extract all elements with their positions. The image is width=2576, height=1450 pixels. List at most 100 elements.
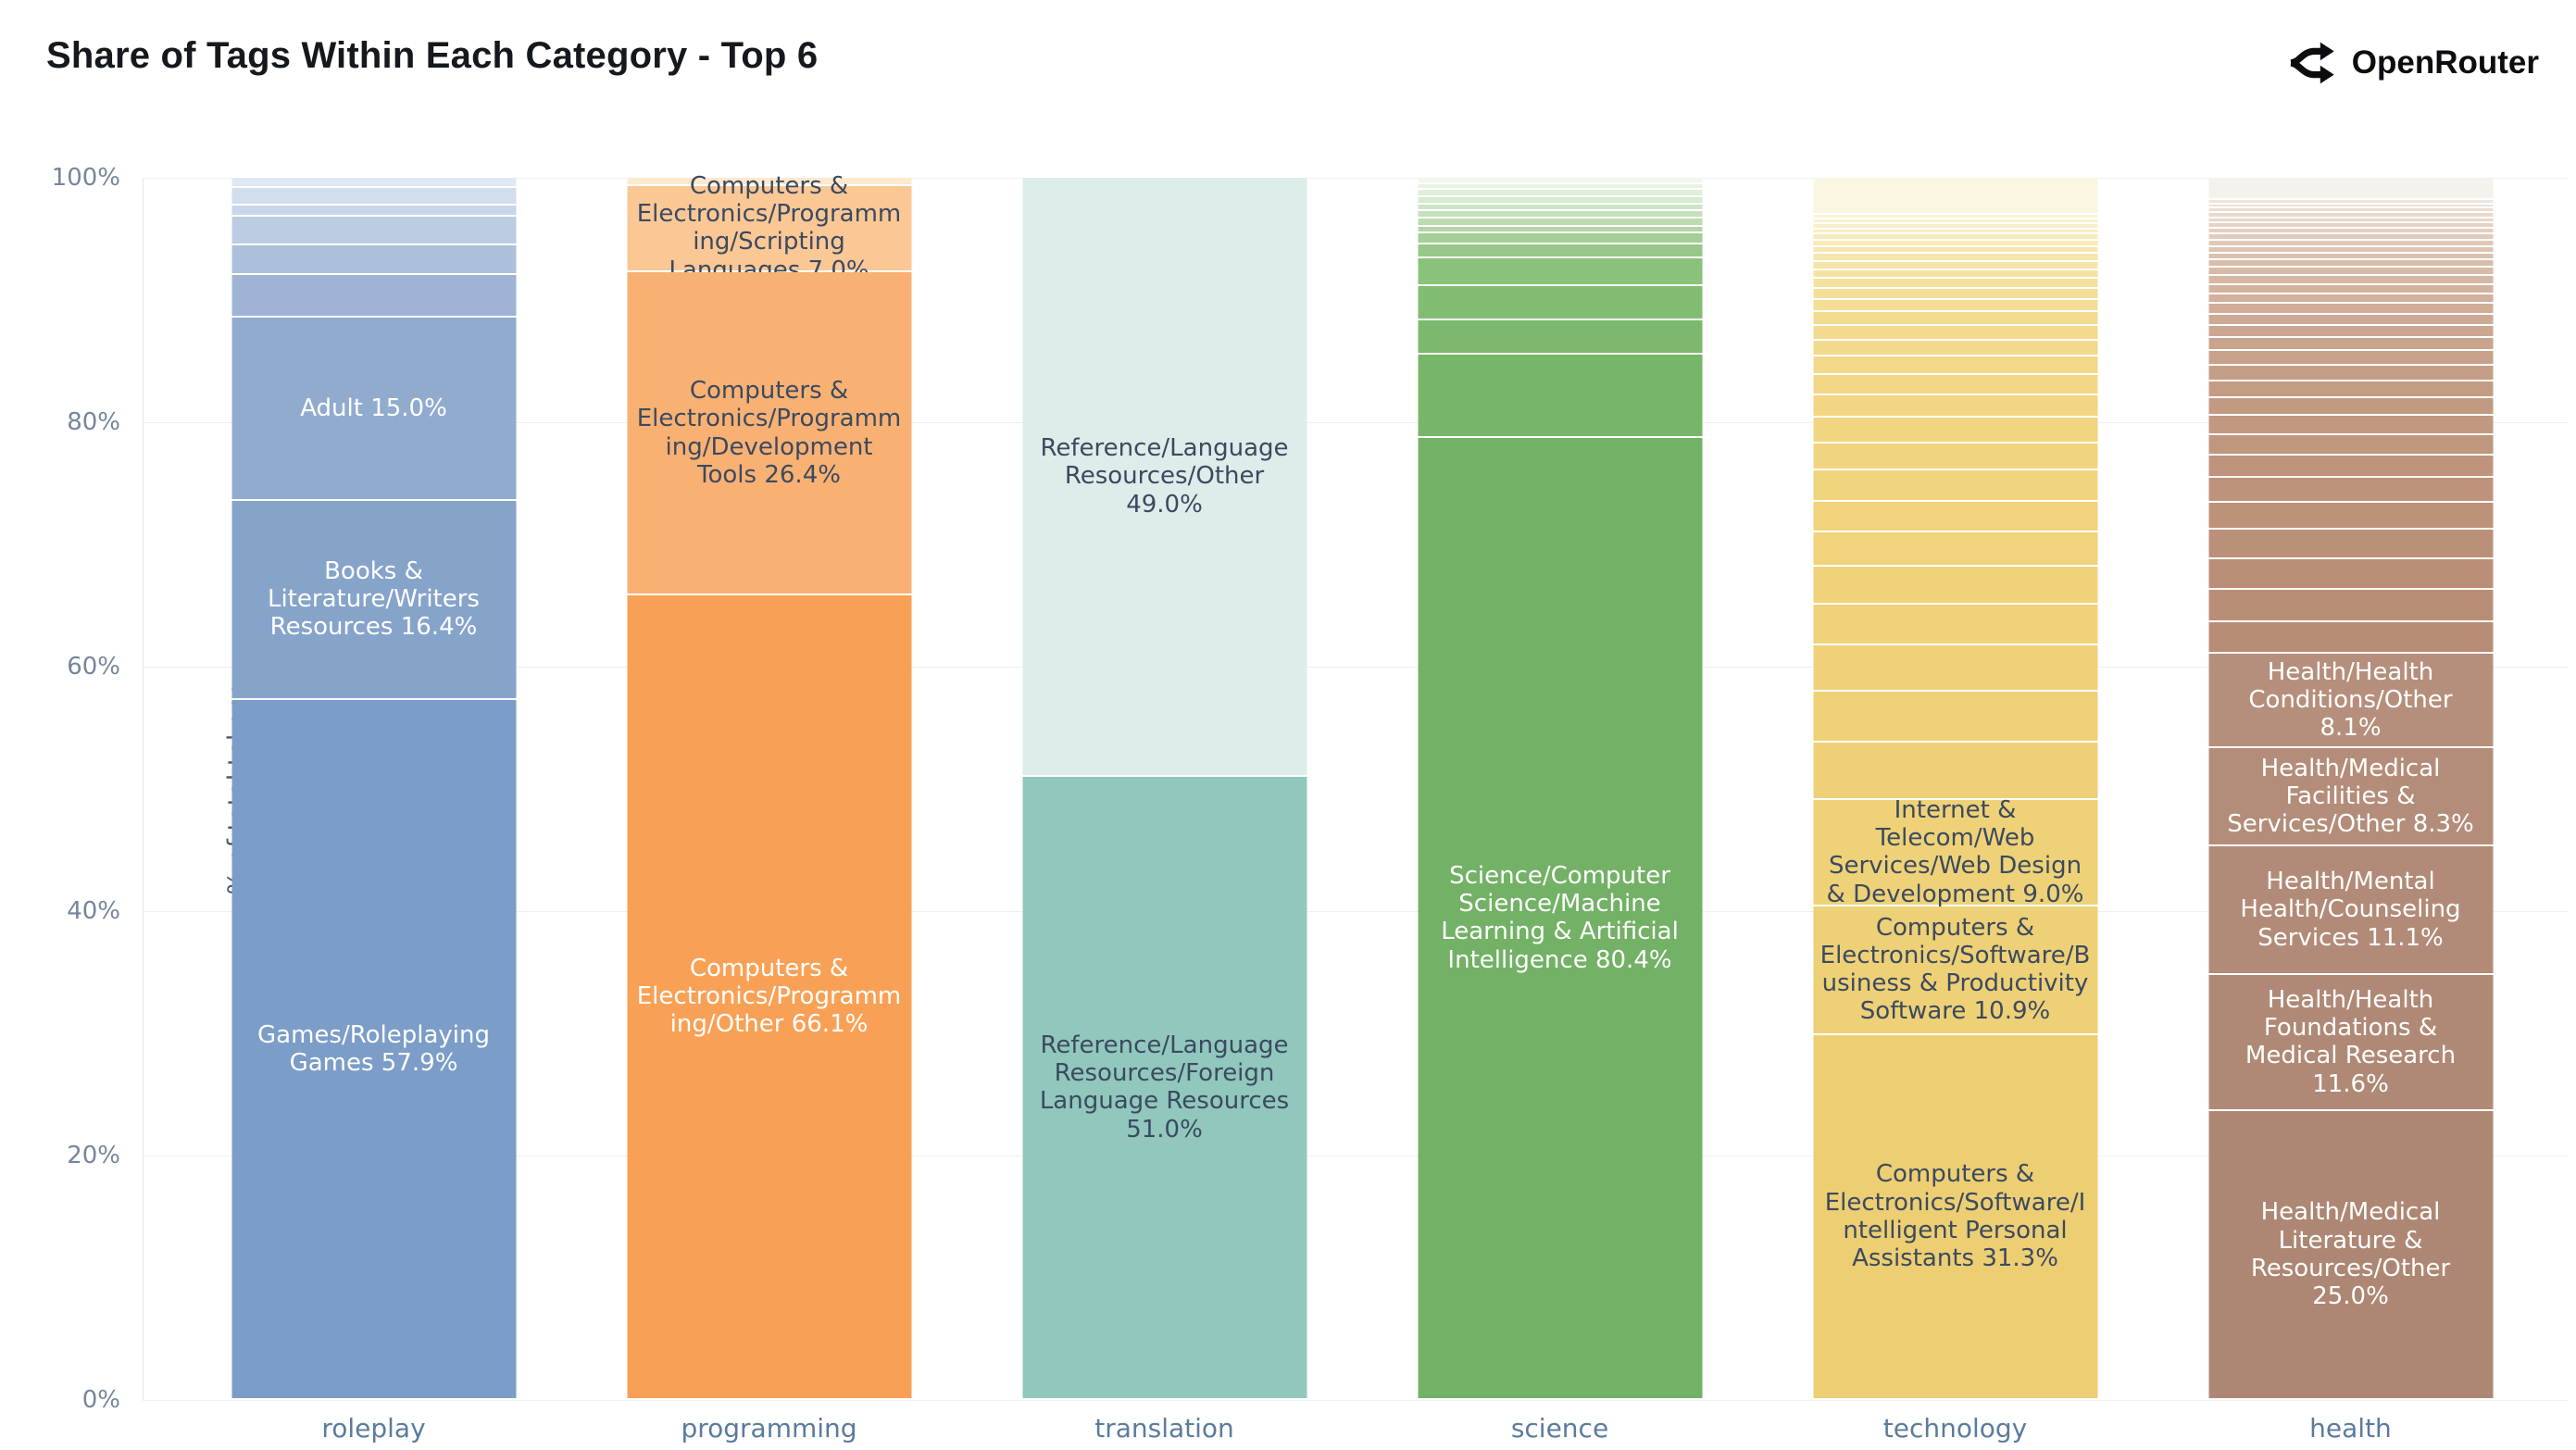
bar-segment <box>1418 184 1702 191</box>
bar-segment <box>2208 530 2493 560</box>
bar-segment <box>1813 531 2097 567</box>
bar-segment <box>2208 276 2493 285</box>
bar-slot-programming: Computers & Electronics/Programming/Scri… <box>571 172 967 1444</box>
bar-segment <box>1813 299 2097 313</box>
gridline-40 <box>143 911 2569 912</box>
bar-segment <box>2208 337 2493 352</box>
bar-segment <box>2208 213 2493 219</box>
bar-segment <box>2208 228 2493 235</box>
page-title: Share of Tags Within Each Category - Top… <box>46 35 819 76</box>
bar-segment <box>1813 356 2097 375</box>
bar-segment: Science/Computer Science/Machine Learnin… <box>1418 437 1702 1400</box>
bar-segment <box>2208 208 2493 214</box>
stacked-bar-health: Health/Health Conditions/Other 8.1% Healt… <box>2208 178 2493 1401</box>
bar-segment <box>2208 314 2493 326</box>
bar-segment <box>2208 478 2493 504</box>
bars-area: Adult 15.0% Books & Literature/Writers Re… <box>176 172 2548 1444</box>
bar-segment <box>2208 416 2493 436</box>
y-tick-label-60: 60% <box>67 653 120 681</box>
bar-segment: Computers & Electronics/Programming/Othe… <box>627 594 911 1401</box>
bar-segment <box>2208 178 2493 201</box>
bar-segment: Computers & Electronics/Software/Intelli… <box>1813 1034 2097 1401</box>
gridline-60 <box>143 667 2569 668</box>
openrouter-logo: OpenRouter <box>2285 37 2539 89</box>
y-tick-label-100: 100% <box>51 164 120 192</box>
bar-segment: Health/Medical Literature & Resources/Ot… <box>2208 1110 2493 1401</box>
bar-segment <box>1418 320 1702 356</box>
bar-segment <box>231 188 516 206</box>
segment-label: Health/Mental Health/Counseling Services… <box>2240 868 2461 952</box>
y-tick-label-0: 0% <box>81 1386 120 1414</box>
segment-label: Computers & Electronics/Software/Busines… <box>1819 913 2091 1026</box>
bar-segment <box>1813 246 2097 255</box>
gridline-0 <box>143 1400 2569 1401</box>
bar-slot-technology: Internet & Telecom/Web Services/Web Desi… <box>1757 178 2153 1444</box>
bar-segment <box>1813 214 2097 219</box>
bar-segment <box>1813 443 2097 471</box>
segment-label: Adult 15.0% <box>300 394 447 422</box>
bar-segment: Health/Mental Health/Counseling Services… <box>2208 845 2493 976</box>
bar-segment <box>2208 234 2493 241</box>
x-category-label-programming: programming <box>681 1413 857 1444</box>
bar-segment: Internet & Telecom/Web Services/Web Desi… <box>1813 796 2097 908</box>
x-category-label-roleplay: roleplay <box>321 1413 426 1444</box>
segment-label: Reference/Language Resources/Foreign Lan… <box>1039 1031 1290 1144</box>
bar-segment <box>2208 559 2493 591</box>
stacked-bar-science: Science/Computer Science/Machine Learnin… <box>1418 178 1702 1400</box>
bar-segment <box>1813 418 2097 444</box>
bar-segment <box>231 275 516 319</box>
bar-segment <box>1813 645 2097 693</box>
segment-label: Science/Computer Science/Machine Learnin… <box>1441 862 1679 974</box>
bar-slot-science: Science/Computer Science/Machine Learnin… <box>1362 178 1757 1444</box>
x-category-label-translation: translation <box>1094 1413 1234 1444</box>
bar-segment <box>1813 261 2097 270</box>
bar-segment <box>1418 204 1702 211</box>
bar-segment <box>1813 240 2097 247</box>
bar-segment <box>2208 260 2493 269</box>
bar-segment: Health/Health Conditions/Other 8.1% <box>2208 653 2493 749</box>
segment-label: Games/Roleplaying Games 57.9% <box>257 1020 490 1078</box>
bar-segment <box>1418 197 1702 205</box>
bar-segment <box>1418 258 1702 287</box>
bar-segment <box>2208 325 2493 338</box>
segment-label: Health/Medical Facilities & Services/Oth… <box>2227 754 2474 839</box>
bar-segment <box>1813 325 2097 341</box>
segment-label: Books & Literature/Writers Resources 16.… <box>268 557 480 642</box>
segment-label: Health/Medical Literature & Resources/Ot… <box>2250 1198 2451 1310</box>
bar-segment <box>2208 253 2493 261</box>
bar-segment <box>2208 284 2493 294</box>
bar-segment: Games/Roleplaying Games 57.9% <box>231 700 516 1400</box>
x-category-label-health: health <box>2309 1413 2392 1444</box>
bar-segment <box>231 245 516 276</box>
bar-segment <box>2208 223 2493 229</box>
bar-segment <box>1813 312 2097 326</box>
bar-segment: Reference/Language Resources/Foreign Lan… <box>1022 776 1307 1400</box>
bar-segment <box>1813 219 2097 224</box>
bar-segment <box>627 178 911 186</box>
bar-segment <box>1813 501 2097 532</box>
bar-segment: Computers & Electronics/Programming/Deve… <box>627 272 911 595</box>
bar-segment <box>1418 226 1702 233</box>
bar-segment: Adult 15.0% <box>231 318 516 501</box>
bar-segment <box>1813 374 2097 395</box>
bar-segment <box>2208 246 2493 254</box>
bar-segment <box>2208 590 2493 622</box>
x-category-label-technology: technology <box>1882 1413 2028 1444</box>
bar-segment <box>1813 604 2097 646</box>
bar-segment <box>2208 455 2493 479</box>
segment-label: Computers & Electronics/Programming/Scri… <box>636 172 902 284</box>
segment-label: Computers & Electronics/Programming/Othe… <box>636 955 902 1039</box>
bar-segment <box>1813 340 2097 357</box>
bar-segment <box>1418 232 1702 245</box>
gridline-100 <box>143 178 2569 179</box>
bar-segment <box>1813 234 2097 241</box>
bar-segment <box>2208 204 2493 209</box>
segment-label: Health/Health Conditions/Other 8.1% <box>2248 657 2453 743</box>
bar-segment <box>1418 244 1702 259</box>
bar-segment <box>1813 394 2097 419</box>
bar-segment: Health/Medical Facilities & Services/Oth… <box>2208 748 2493 846</box>
bar-segment <box>2208 621 2493 654</box>
brand-name: OpenRouter <box>2351 44 2539 81</box>
bar-segment <box>2208 294 2493 305</box>
bar-segment: Computers & Electronics/Programming/Scri… <box>627 172 911 284</box>
